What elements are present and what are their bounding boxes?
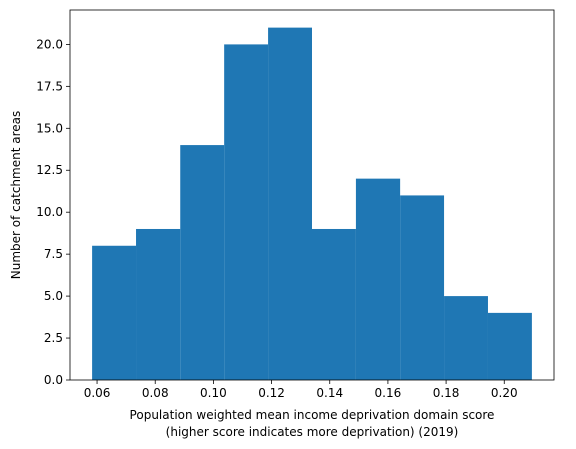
x-tick-label: 0.20	[491, 386, 518, 400]
y-tick-label: 2.5	[44, 331, 63, 345]
x-axis-label-line-1: Population weighted mean income deprivat…	[130, 408, 495, 422]
histogram-bar	[136, 228, 181, 380]
y-axis-label: Number of catchment areas	[9, 111, 23, 279]
x-tick-label: 0.14	[316, 386, 343, 400]
y-axis: 0.0 2.5 5.0 7.5 10.0 12.5 15.0 17.5 20.0	[36, 37, 70, 387]
histogram-bar	[268, 27, 312, 380]
bars	[92, 27, 532, 380]
x-tick-label: 0.06	[84, 386, 111, 400]
x-tick-label: 0.08	[142, 386, 169, 400]
y-tick-label: 17.5	[36, 79, 63, 93]
histogram-bar	[92, 245, 137, 380]
x-tick-label: 0.12	[258, 386, 285, 400]
histogram-bar	[355, 178, 401, 380]
x-tick-label: 0.10	[200, 386, 227, 400]
y-tick-label: 15.0	[36, 121, 63, 135]
x-tick-label: 0.18	[433, 386, 460, 400]
histogram-bar	[487, 312, 532, 380]
y-tick-label: 10.0	[36, 205, 63, 219]
y-tick-label: 12.5	[36, 163, 63, 177]
histogram-bar	[224, 44, 269, 380]
x-axis-label-line-2: (higher score indicates more deprivation…	[166, 425, 459, 439]
histogram-bar	[400, 195, 445, 380]
y-tick-label: 7.5	[44, 247, 63, 261]
y-tick-label: 5.0	[44, 289, 63, 303]
y-tick-label: 0.0	[44, 373, 63, 387]
y-tick-label: 20.0	[36, 37, 63, 51]
x-tick-label: 0.16	[375, 386, 402, 400]
histogram-bar	[312, 228, 356, 380]
histogram-bar	[180, 145, 225, 380]
x-axis: 0.06 0.08 0.10 0.12 0.14 0.16 0.18 0.20	[84, 380, 518, 400]
plot-frame	[69, 9, 555, 381]
histogram-bar	[444, 296, 488, 380]
